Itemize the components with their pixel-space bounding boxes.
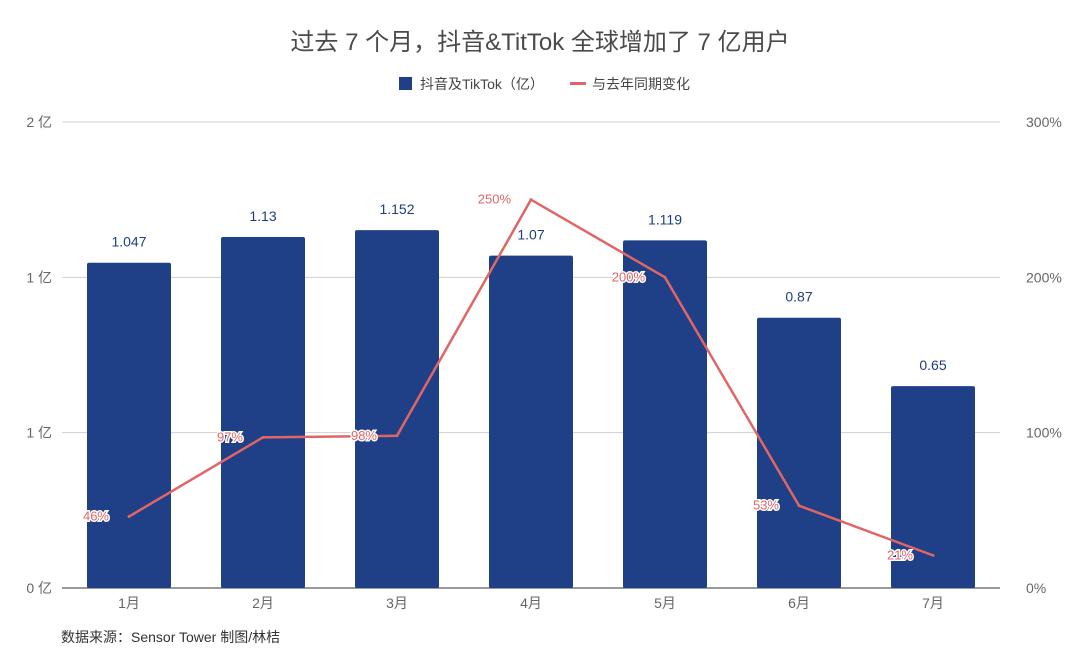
line-data-label: 53% xyxy=(753,498,779,513)
line-point xyxy=(529,198,533,202)
bar xyxy=(489,255,573,588)
bar-data-labels: 1.047 1.13 1.152 1.07 1.119 0.87 0.65 xyxy=(111,201,946,373)
left-tick-label: 1 亿 xyxy=(26,425,52,441)
x-tick-label: 5月 xyxy=(654,595,676,611)
bar xyxy=(757,317,841,588)
line-data-label: 21% xyxy=(887,547,913,562)
x-tick-label: 7月 xyxy=(922,595,944,611)
bar-data-label: 0.65 xyxy=(919,357,946,373)
bar-series xyxy=(87,230,975,589)
x-tick-label: 3月 xyxy=(386,595,408,611)
line-series xyxy=(127,198,935,557)
x-axis: 1月 2月 3月 4月 5月 6月 7月 xyxy=(118,595,944,611)
line-data-label: 250% xyxy=(478,192,512,207)
line-data-label: 200% xyxy=(612,269,646,284)
line-point xyxy=(931,553,935,557)
bar xyxy=(623,240,707,588)
x-tick-label: 4月 xyxy=(520,595,542,611)
chart-title: 过去 7 个月，抖音&TitTok 全球增加了 7 亿用户 xyxy=(290,29,789,56)
line-data-label: 98% xyxy=(351,428,377,443)
line-data-label: 46% xyxy=(83,509,109,524)
x-tick-label: 6月 xyxy=(788,595,810,611)
bar-data-label: 1.047 xyxy=(111,234,146,250)
bar xyxy=(355,230,439,588)
bar-data-label: 1.119 xyxy=(648,211,682,227)
bar xyxy=(221,236,305,589)
bar-data-label: 1.152 xyxy=(379,201,414,217)
bar-data-label: 0.87 xyxy=(785,289,812,305)
legend-swatch-bar xyxy=(399,77,412,90)
line-data-label: 97% xyxy=(217,429,243,444)
right-tick-label: 100% xyxy=(1026,425,1062,441)
line-point xyxy=(797,504,801,508)
line-point xyxy=(395,434,399,438)
left-tick-label: 2 亿 xyxy=(26,114,52,130)
bar-data-label: 1.07 xyxy=(517,227,544,243)
bar xyxy=(891,386,975,588)
bar-data-label: 1.13 xyxy=(249,208,276,224)
left-tick-label: 1 亿 xyxy=(26,269,52,285)
legend-label-line: 与去年同期变化 xyxy=(592,76,690,92)
line-point xyxy=(261,435,265,439)
right-tick-label: 200% xyxy=(1026,269,1062,285)
legend-label-bar: 抖音及TikTok（亿） xyxy=(420,76,544,92)
right-tick-label: 0% xyxy=(1026,580,1046,596)
left-tick-label: 0 亿 xyxy=(26,580,52,596)
left-axis: 0 亿 1 亿 1 亿 2 亿 xyxy=(26,114,52,596)
bar xyxy=(87,262,171,588)
right-axis: 0% 100% 200% 300% xyxy=(1026,114,1062,596)
x-tick-label: 1月 xyxy=(118,595,140,611)
x-tick-label: 2月 xyxy=(252,595,274,611)
line-point xyxy=(127,515,131,519)
line-data-labels: 46% 97% 98% 250% 200% 53% 21% xyxy=(81,190,914,564)
right-tick-label: 300% xyxy=(1026,114,1062,130)
legend: 抖音及TikTok（亿） 与去年同期变化 xyxy=(399,76,690,92)
line-point xyxy=(663,275,667,279)
legend-swatch-line xyxy=(570,82,586,85)
source-note: 数据来源：Sensor Tower 制图/林桔 xyxy=(61,629,280,645)
